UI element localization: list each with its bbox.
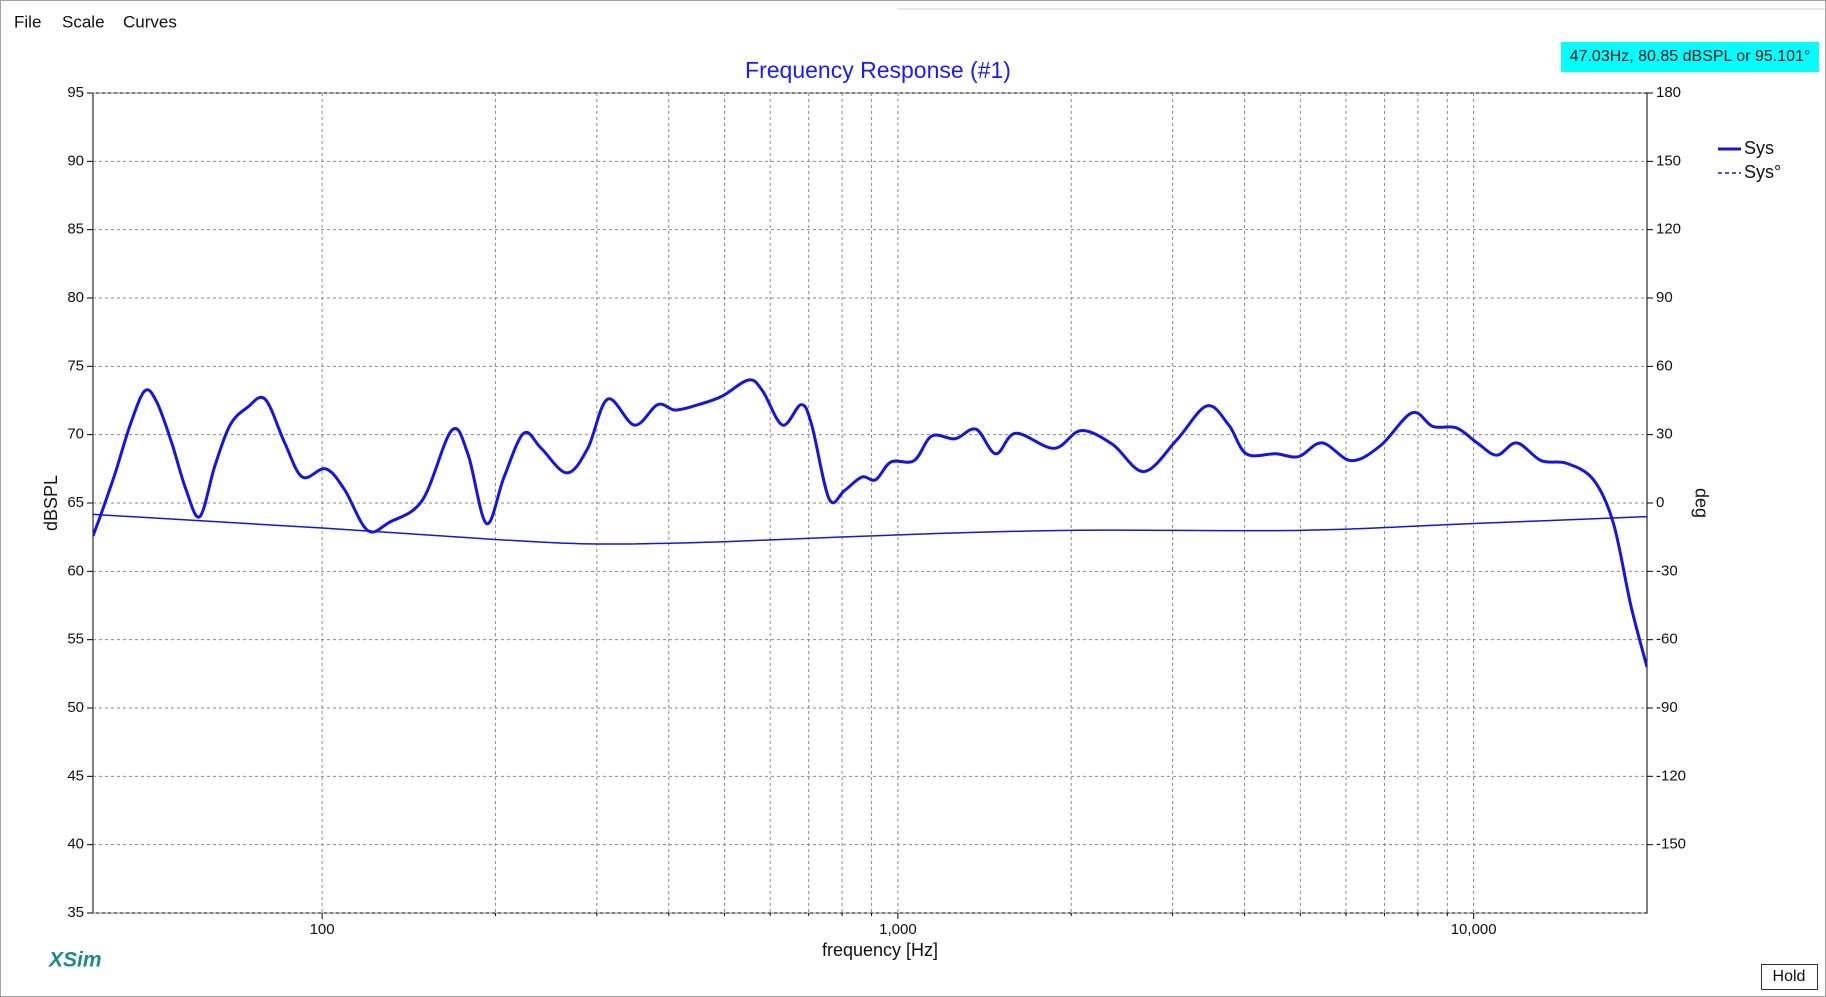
- menu-file[interactable]: File: [14, 12, 41, 31]
- y-tick-label: 40: [67, 836, 84, 853]
- y-tick-label: 75: [67, 357, 84, 374]
- x-tick-label: 1,000: [879, 921, 917, 938]
- y-tick-label: 90: [67, 152, 84, 169]
- y2-tick-label: -150: [1656, 836, 1686, 853]
- hold-button-frame[interactable]: [1761, 964, 1818, 990]
- readout-box: [1561, 42, 1819, 72]
- y2-axis-label: deg: [1691, 488, 1711, 518]
- y-tick-label: 60: [67, 562, 84, 579]
- y-tick-label: 70: [67, 426, 84, 443]
- menu-curves[interactable]: Curves: [123, 12, 177, 31]
- y-tick-label: 50: [67, 699, 84, 716]
- y-tick-label: 45: [67, 767, 84, 784]
- x-tick-label: 10,000: [1451, 921, 1497, 938]
- series-line: [93, 513, 1647, 545]
- y2-tick-label: 60: [1656, 357, 1673, 374]
- x-axis-label: frequency [Hz]: [822, 940, 938, 960]
- y-axis-label: dBSPL: [41, 475, 61, 531]
- menu-scale[interactable]: Scale: [62, 12, 105, 31]
- x-tick-label: 100: [310, 921, 335, 938]
- y2-tick-label: -60: [1656, 631, 1678, 648]
- y2-tick-label: 180: [1656, 84, 1681, 101]
- y-tick-label: 35: [67, 904, 84, 921]
- y-tick-label: 65: [67, 494, 84, 511]
- y2-tick-label: 120: [1656, 221, 1681, 238]
- y2-tick-label: 30: [1656, 426, 1673, 443]
- legend-label: Sys: [1744, 138, 1774, 158]
- y2-tick-label: 150: [1656, 152, 1681, 169]
- chart-title: Frequency Response (#1): [745, 57, 1011, 83]
- y2-tick-label: 0: [1656, 494, 1664, 511]
- y2-tick-label: 90: [1656, 289, 1673, 306]
- brand-logo: XSim: [48, 949, 102, 972]
- series-line: [93, 378, 1647, 668]
- y2-tick-label: -90: [1656, 699, 1678, 716]
- y-tick-label: 55: [67, 631, 84, 648]
- y-tick-label: 85: [67, 221, 84, 238]
- y-tick-label: 80: [67, 289, 84, 306]
- cursor-readout: 47.03Hz, 80.85 dBSPL or 95.101°: [1570, 48, 1811, 65]
- hold-button[interactable]: Hold: [1773, 968, 1806, 985]
- y2-tick-label: -30: [1656, 562, 1678, 579]
- y-tick-label: 95: [67, 84, 84, 101]
- y2-tick-label: -120: [1656, 767, 1686, 784]
- legend-label: Sys°: [1744, 162, 1781, 182]
